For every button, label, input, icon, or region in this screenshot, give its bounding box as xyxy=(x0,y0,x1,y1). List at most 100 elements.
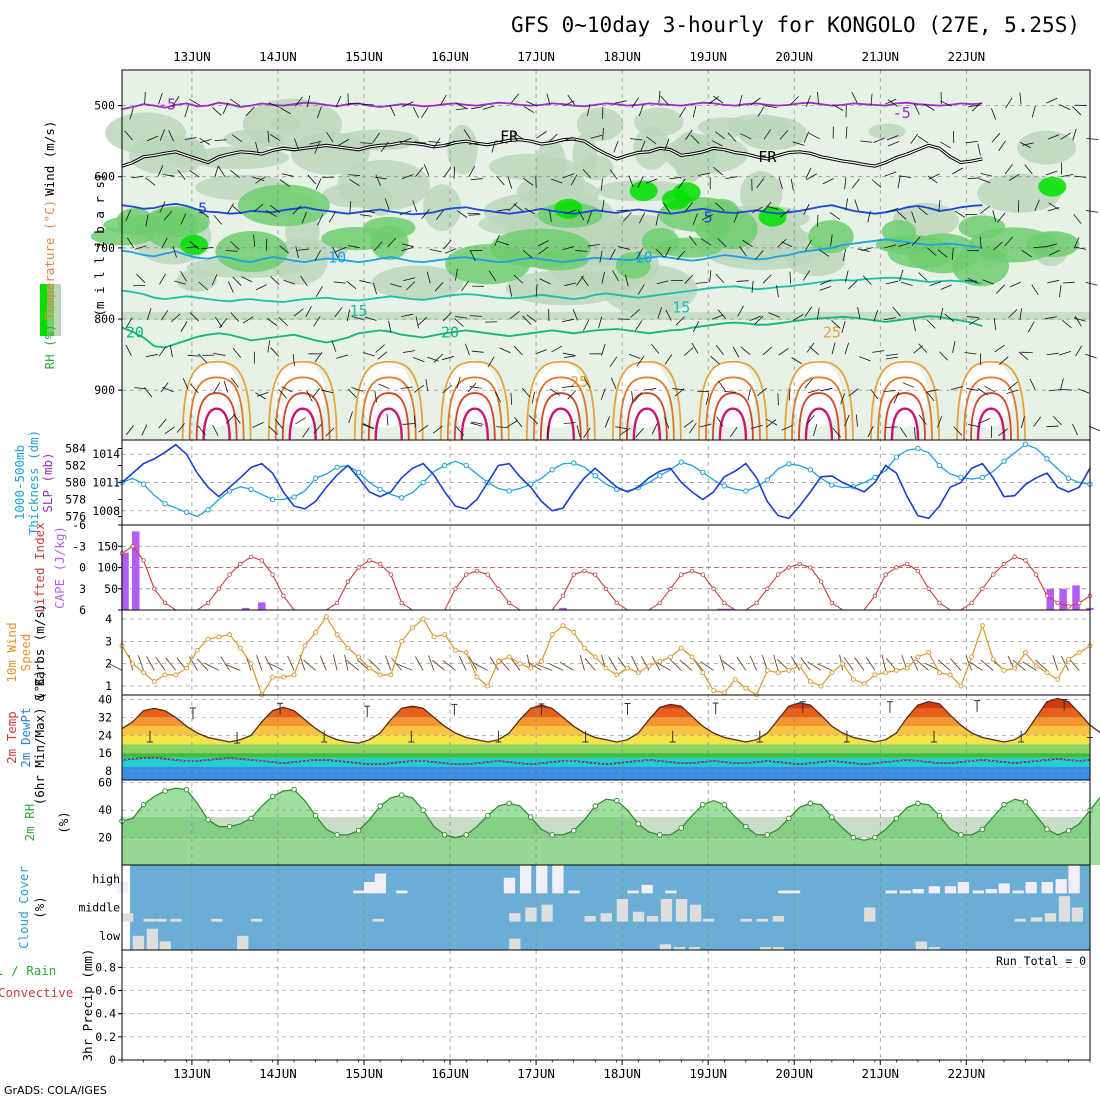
wind-barb xyxy=(177,169,186,180)
wind-barb xyxy=(831,342,836,355)
rh-point xyxy=(657,832,663,838)
rh-patch xyxy=(958,215,1006,240)
wind-barb xyxy=(802,270,811,281)
thickness-tick-label: 584 xyxy=(65,442,86,456)
wind-barb xyxy=(232,205,242,214)
wind-barb xyxy=(190,383,199,394)
wind-barb xyxy=(964,352,977,355)
thickness-point xyxy=(506,488,512,494)
wind-barb xyxy=(415,316,419,329)
rh-point xyxy=(915,800,921,807)
cloud-cell xyxy=(689,904,702,922)
wind-barb xyxy=(388,320,392,333)
wind-speed-point xyxy=(850,676,856,682)
wind-barb xyxy=(700,238,712,246)
lifted-index-point xyxy=(786,565,792,570)
wind-speed-point xyxy=(571,629,577,635)
wind-barb xyxy=(1059,285,1062,298)
rh-band xyxy=(122,311,1090,320)
wind-barb-10m xyxy=(344,654,349,671)
wind-speed-point xyxy=(958,683,964,689)
wind-barb xyxy=(601,271,605,284)
thickness-point xyxy=(312,475,319,481)
isotherm-warm-loop xyxy=(784,360,854,441)
wind-barb-10m xyxy=(1034,659,1048,671)
cloud-cell xyxy=(211,918,223,922)
wind-barb xyxy=(1072,423,1078,436)
cloud-cell xyxy=(985,889,997,894)
isotherm-warm-loop xyxy=(611,360,682,441)
wind-barb xyxy=(499,347,511,354)
wind-barb-10m xyxy=(428,655,435,671)
wind-speed-point xyxy=(141,670,146,676)
wind-barb xyxy=(125,209,132,221)
wind-barb xyxy=(349,178,360,187)
wind-barb xyxy=(443,239,452,250)
wind-barb xyxy=(351,316,364,320)
wind-barb xyxy=(163,210,173,221)
wind-barb xyxy=(844,342,850,355)
cloud-cell xyxy=(1058,896,1071,922)
wind-barb xyxy=(951,247,954,260)
wind-barb xyxy=(131,175,144,179)
isotherm-warm-loop xyxy=(791,376,847,441)
cape-bar xyxy=(1072,585,1080,610)
date-label-bottom: 20JUN xyxy=(775,1066,813,1081)
wind-barb xyxy=(926,389,939,393)
wind-barb xyxy=(964,280,977,282)
wind-barb-10m xyxy=(165,657,177,671)
wind-barb xyxy=(158,93,163,105)
wind-barb xyxy=(996,284,1005,294)
wind-barb-10m xyxy=(559,661,574,671)
wind-barb xyxy=(255,392,266,400)
wind-barb-10m xyxy=(579,654,585,671)
wind-barb xyxy=(218,166,226,177)
wind-barb-10m xyxy=(719,654,725,671)
wind-barb xyxy=(884,317,896,321)
lifted-index-point xyxy=(141,558,146,563)
lifted-index-point xyxy=(829,600,835,606)
wind-barb xyxy=(1073,317,1086,322)
isotherm-label: FR xyxy=(758,148,777,166)
wind-barb-10m xyxy=(346,659,359,671)
wind-speed-point xyxy=(969,654,975,660)
lifted-index-point xyxy=(1034,572,1039,577)
date-label-top: 19JUN xyxy=(689,49,727,64)
wind-barb xyxy=(776,285,779,298)
wind-barb-10m xyxy=(548,662,564,671)
wind-barb xyxy=(198,353,207,363)
wind-barb xyxy=(292,205,302,215)
footer-credit: GrADS: COLA/IGES xyxy=(4,1084,107,1097)
rh-patch xyxy=(371,265,464,300)
wind-barb xyxy=(969,318,980,325)
wind-barb xyxy=(531,391,535,404)
wind-barb xyxy=(1048,249,1061,256)
wind-barb xyxy=(809,346,819,355)
wind-barb xyxy=(141,424,148,436)
wind-barb-10m xyxy=(137,655,144,671)
wind-barb xyxy=(600,388,606,400)
wind-barb xyxy=(513,274,524,284)
thickness-point xyxy=(441,462,448,469)
cloud-cell xyxy=(541,904,553,922)
lifted-index-point xyxy=(603,586,609,591)
wind-barb xyxy=(768,312,780,318)
wind-barb xyxy=(562,173,575,179)
lifted-index-point xyxy=(883,572,888,577)
wind-barb xyxy=(180,270,188,282)
wind-barb xyxy=(631,97,639,108)
wind-barb xyxy=(689,422,697,434)
wind-barb xyxy=(312,387,321,398)
precip-tick-label: 0.8 xyxy=(95,960,116,974)
thickness-point xyxy=(140,481,147,487)
wind-barb xyxy=(870,389,879,400)
upper-air-y-label-part: RH (%) xyxy=(42,324,57,369)
wind-barb xyxy=(384,198,390,211)
wind-speed-point xyxy=(689,654,695,660)
lifted-index-point xyxy=(1012,554,1017,560)
temp-line xyxy=(121,697,1100,744)
thickness-point xyxy=(162,501,168,507)
wind-barb xyxy=(645,178,658,184)
wind-barb xyxy=(1086,138,1099,140)
cloud-cell xyxy=(778,890,790,894)
